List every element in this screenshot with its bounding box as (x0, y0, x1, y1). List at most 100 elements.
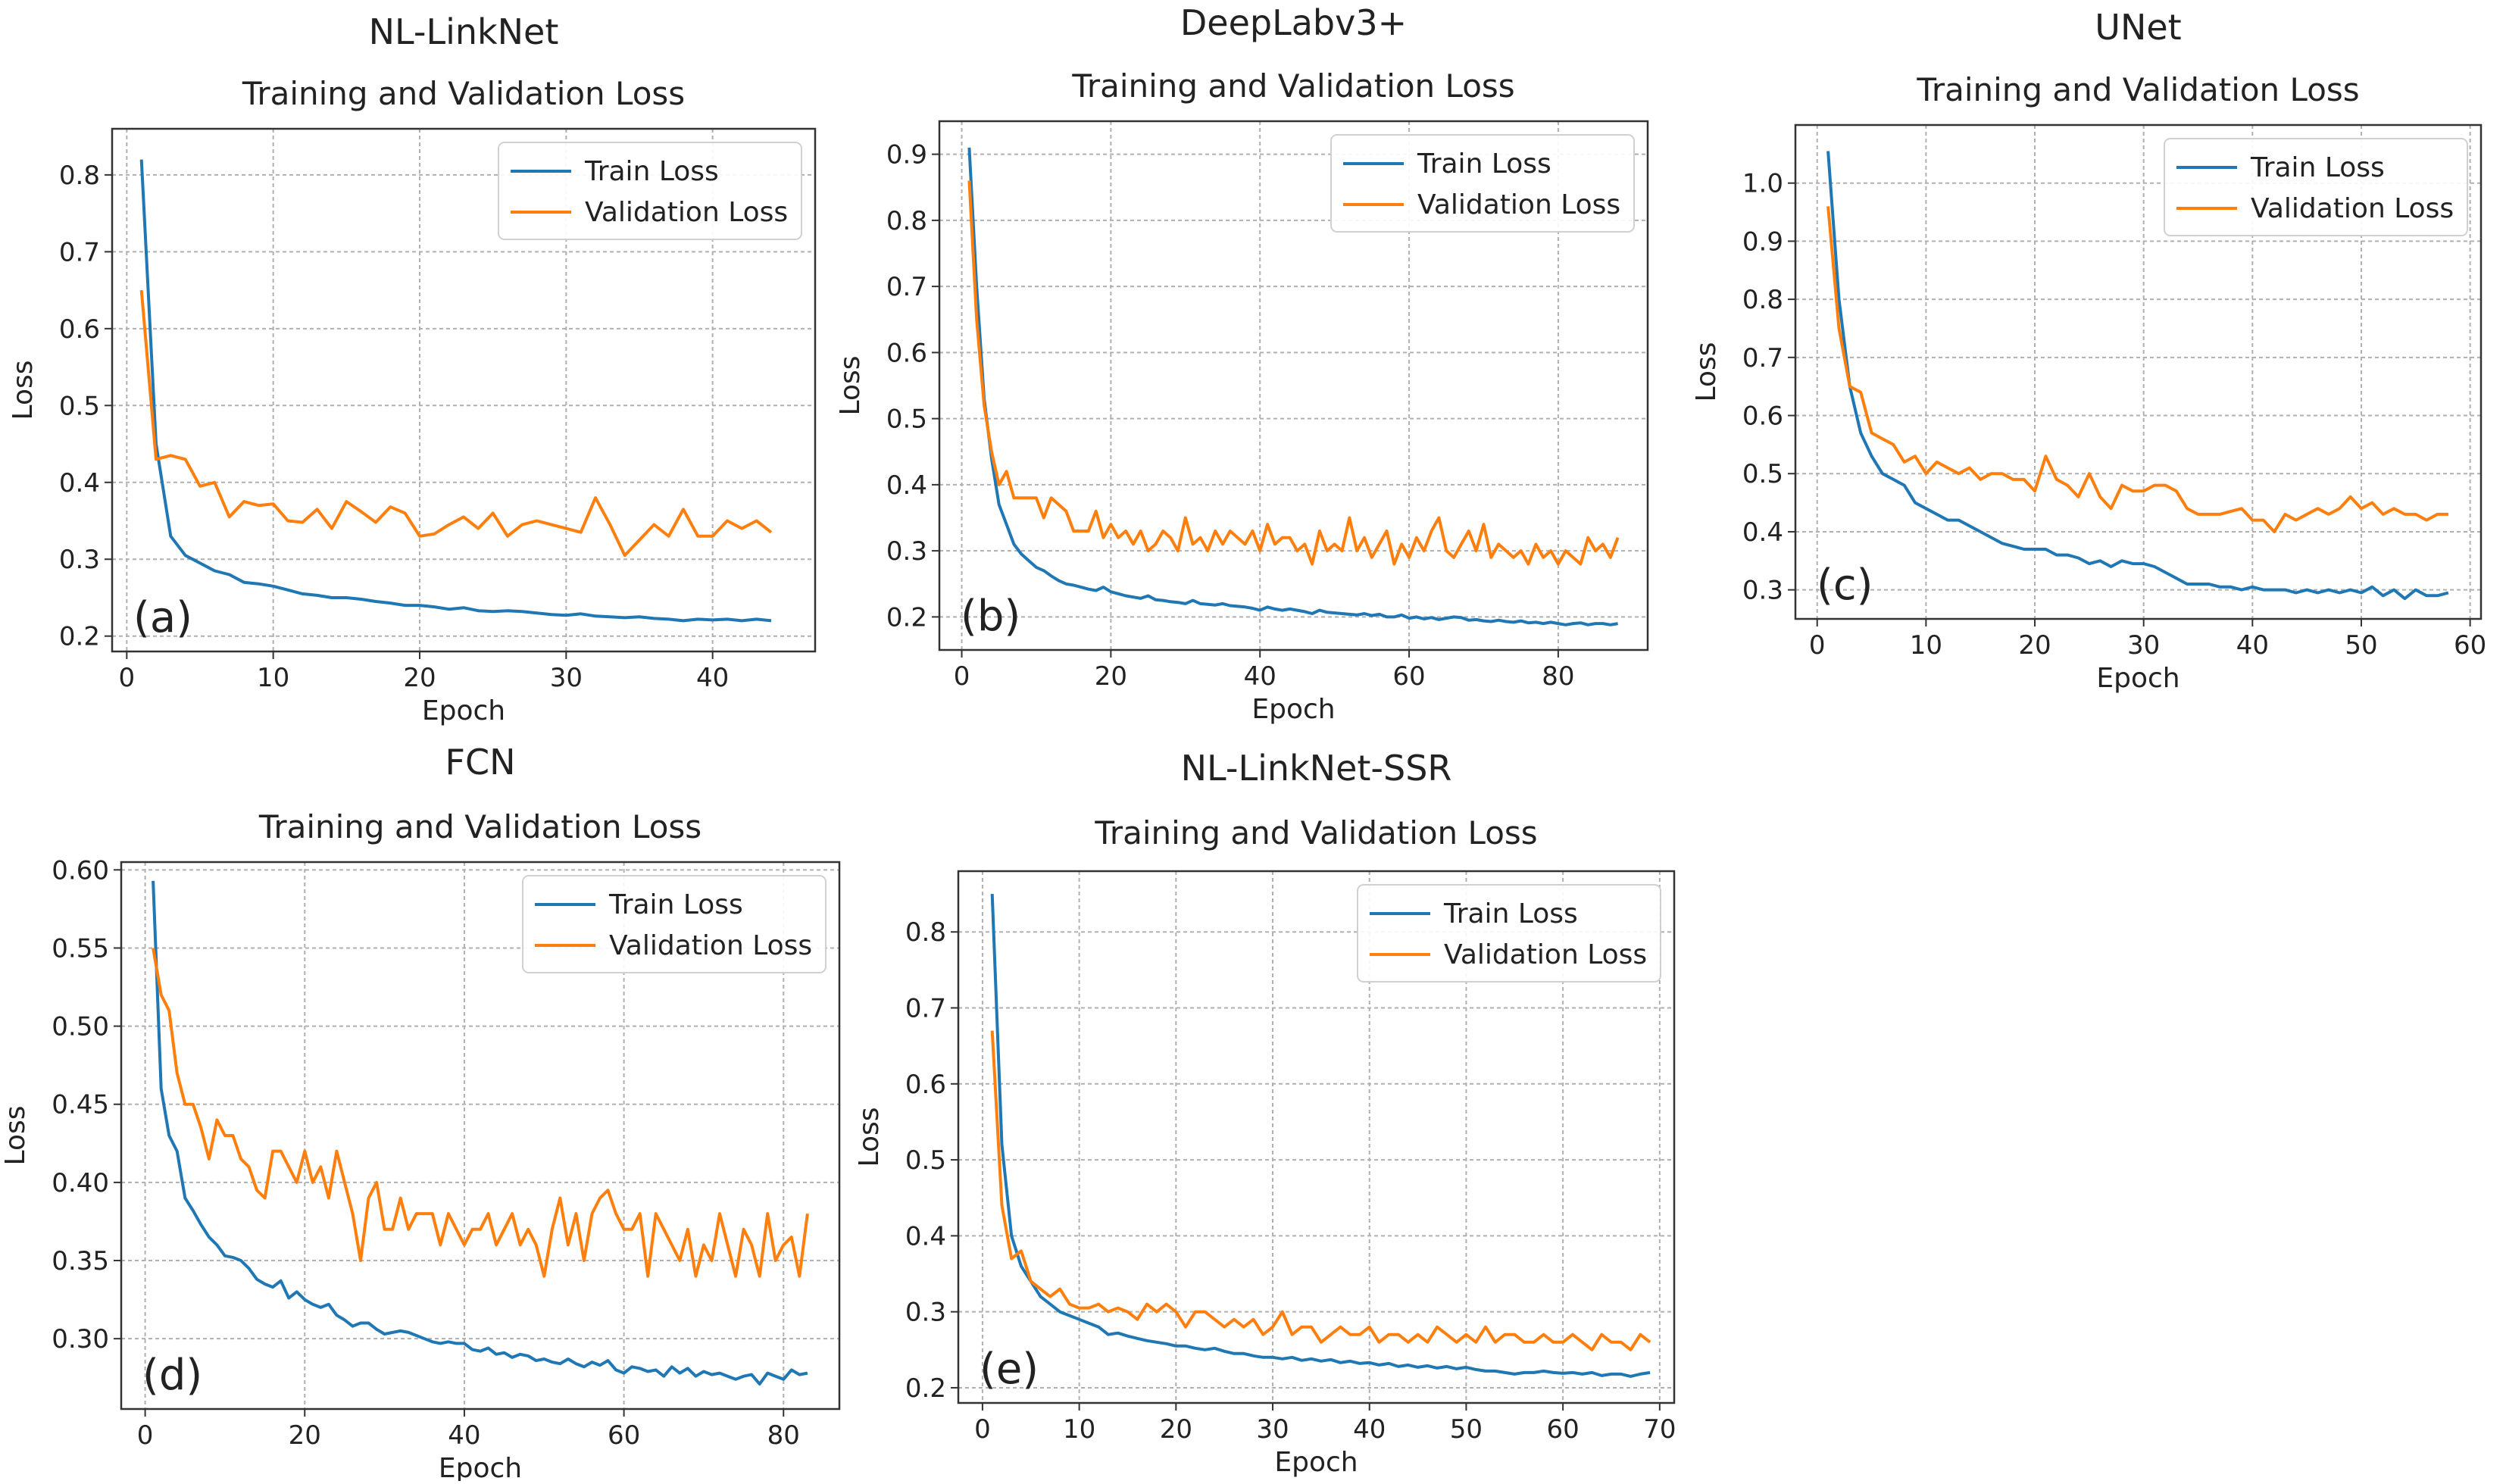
x-tick-label: 40 (1244, 661, 1276, 692)
x-tick-label: 0 (119, 663, 136, 693)
x-tick-label: 40 (1353, 1414, 1386, 1445)
y-tick-label: 0.3 (59, 545, 100, 575)
chart-panel-3: FCN Training and Validation Loss 0 20 40 60 80… (0, 742, 841, 1484)
legend-label: Validation Loss (1444, 939, 1647, 970)
y-tick-label: 0.7 (886, 272, 927, 302)
y-tick-label: 0.3 (886, 536, 927, 567)
legend-label: Validation Loss (2251, 193, 2454, 224)
axes-frame (120, 861, 841, 1411)
legend-label: Validation Loss (609, 930, 812, 961)
y-tick-label: 0.8 (59, 161, 100, 191)
y-tick-label: 0.5 (59, 391, 100, 421)
x-tick-label: 40 (696, 663, 729, 693)
y-tick-label: 0.8 (886, 206, 927, 236)
y-axis-label: Loss (1691, 342, 1722, 402)
x-tick-label: 50 (1450, 1414, 1483, 1445)
train-loss-line (967, 147, 1618, 626)
x-tick-label: 60 (1547, 1414, 1580, 1445)
axes-frame (957, 870, 1676, 1404)
y-tick-label: 0.4 (59, 468, 100, 498)
y-axis-label: Loss (0, 1106, 31, 1166)
panel-label: (b) (961, 592, 1020, 641)
validation-loss-line (152, 948, 809, 1278)
train-loss-line (139, 159, 772, 623)
y-tick-label: 0.3 (1742, 576, 1783, 606)
model-title: NL-LinkNet-SSR (1181, 748, 1452, 789)
x-axis-label: Epoch (2096, 663, 2179, 694)
legend-label: Validation Loss (1417, 189, 1620, 220)
x-axis-label: Epoch (1251, 694, 1335, 725)
axes-frame (1794, 123, 2483, 620)
y-tick-label: 0.6 (1742, 401, 1783, 432)
y-tick-label: 0.5 (905, 1145, 946, 1176)
legend-box (522, 875, 826, 973)
y-tick-label: 0.6 (905, 1070, 946, 1100)
y-tick-label: 0.4 (905, 1221, 946, 1251)
x-tick-label: 30 (2127, 630, 2160, 661)
model-title: FCN (445, 742, 516, 783)
y-tick-label: 0.6 (59, 314, 100, 345)
x-axis-label: Epoch (439, 1453, 522, 1481)
x-tick-label: 10 (1063, 1414, 1095, 1445)
y-tick-label: 0.7 (1742, 343, 1783, 373)
y-tick-label: 0.50 (52, 1012, 109, 1042)
axes-frame (111, 127, 817, 653)
train-loss-line (990, 894, 1651, 1378)
panel-label: (a) (133, 593, 192, 642)
y-tick-label: 0.4 (1742, 517, 1783, 548)
x-tick-label: 10 (1910, 630, 1942, 661)
chart-panel-1: DeepLabv3+ Training and Validation Loss 0 2… (835, 2, 1649, 725)
y-tick-label: 0.5 (886, 405, 927, 435)
axes-frame (938, 120, 1649, 651)
y-tick-label: 0.45 (52, 1090, 109, 1120)
chart-panel-4: NL-LinkNet-SSR Training and Validation Lo… (854, 748, 1676, 1478)
chart-panel-2: UNet Training and Validation Loss 0 10 20 30 4… (1691, 7, 2486, 694)
chart-title: Training and Validation Loss (1094, 814, 1537, 851)
y-tick-label: 0.6 (886, 338, 927, 368)
legend-box (498, 142, 802, 240)
y-tick-label: 0.40 (52, 1168, 109, 1198)
panel-label: (c) (1817, 561, 1873, 610)
y-tick-label: 0.9 (886, 140, 927, 170)
validation-loss-line (990, 1030, 1651, 1351)
x-tick-label: 20 (1160, 1414, 1192, 1445)
validation-loss-line (1826, 206, 2448, 533)
model-title: DeepLabv3+ (1180, 2, 1407, 43)
x-tick-label: 0 (974, 1414, 991, 1445)
y-tick-label: 0.8 (1742, 285, 1783, 315)
validation-loss-line (139, 289, 773, 558)
x-tick-label: 40 (2236, 630, 2269, 661)
x-tick-label: 60 (608, 1420, 640, 1451)
y-tick-label: 0.30 (52, 1324, 109, 1354)
y-axis-label: Loss (854, 1108, 885, 1167)
y-tick-label: 0.2 (886, 602, 927, 633)
legend-label: Validation Loss (585, 197, 788, 228)
x-tick-label: 60 (1392, 661, 1425, 692)
x-tick-label: 70 (1643, 1414, 1676, 1445)
x-tick-label: 80 (1542, 661, 1574, 692)
validation-loss-line (967, 180, 1620, 566)
train-loss-line (152, 880, 808, 1386)
legend-label: Train Loss (584, 156, 719, 187)
y-tick-label: 0.5 (1742, 459, 1783, 489)
x-tick-label: 0 (1809, 630, 1826, 661)
x-tick-label: 30 (1256, 1414, 1289, 1445)
x-tick-label: 40 (448, 1420, 480, 1451)
legend-box (1330, 134, 1635, 233)
y-tick-label: 1.0 (1742, 169, 1783, 199)
x-tick-label: 50 (2345, 630, 2377, 661)
chart-title: Training and Validation Loss (258, 808, 701, 845)
chart-title: Training and Validation Loss (242, 75, 685, 112)
chart-title: Training and Validation Loss (1071, 67, 1514, 105)
panel-label: (e) (980, 1345, 1039, 1394)
x-tick-label: 20 (289, 1420, 321, 1451)
x-tick-label: 30 (550, 663, 583, 693)
y-tick-label: 0.60 (52, 855, 109, 886)
x-tick-label: 0 (137, 1420, 154, 1451)
legend-label: Train Loss (608, 889, 743, 920)
train-loss-line (1826, 151, 2449, 601)
chart-title: Training and Validation Loss (1916, 71, 2359, 108)
y-tick-label: 0.2 (59, 622, 100, 652)
